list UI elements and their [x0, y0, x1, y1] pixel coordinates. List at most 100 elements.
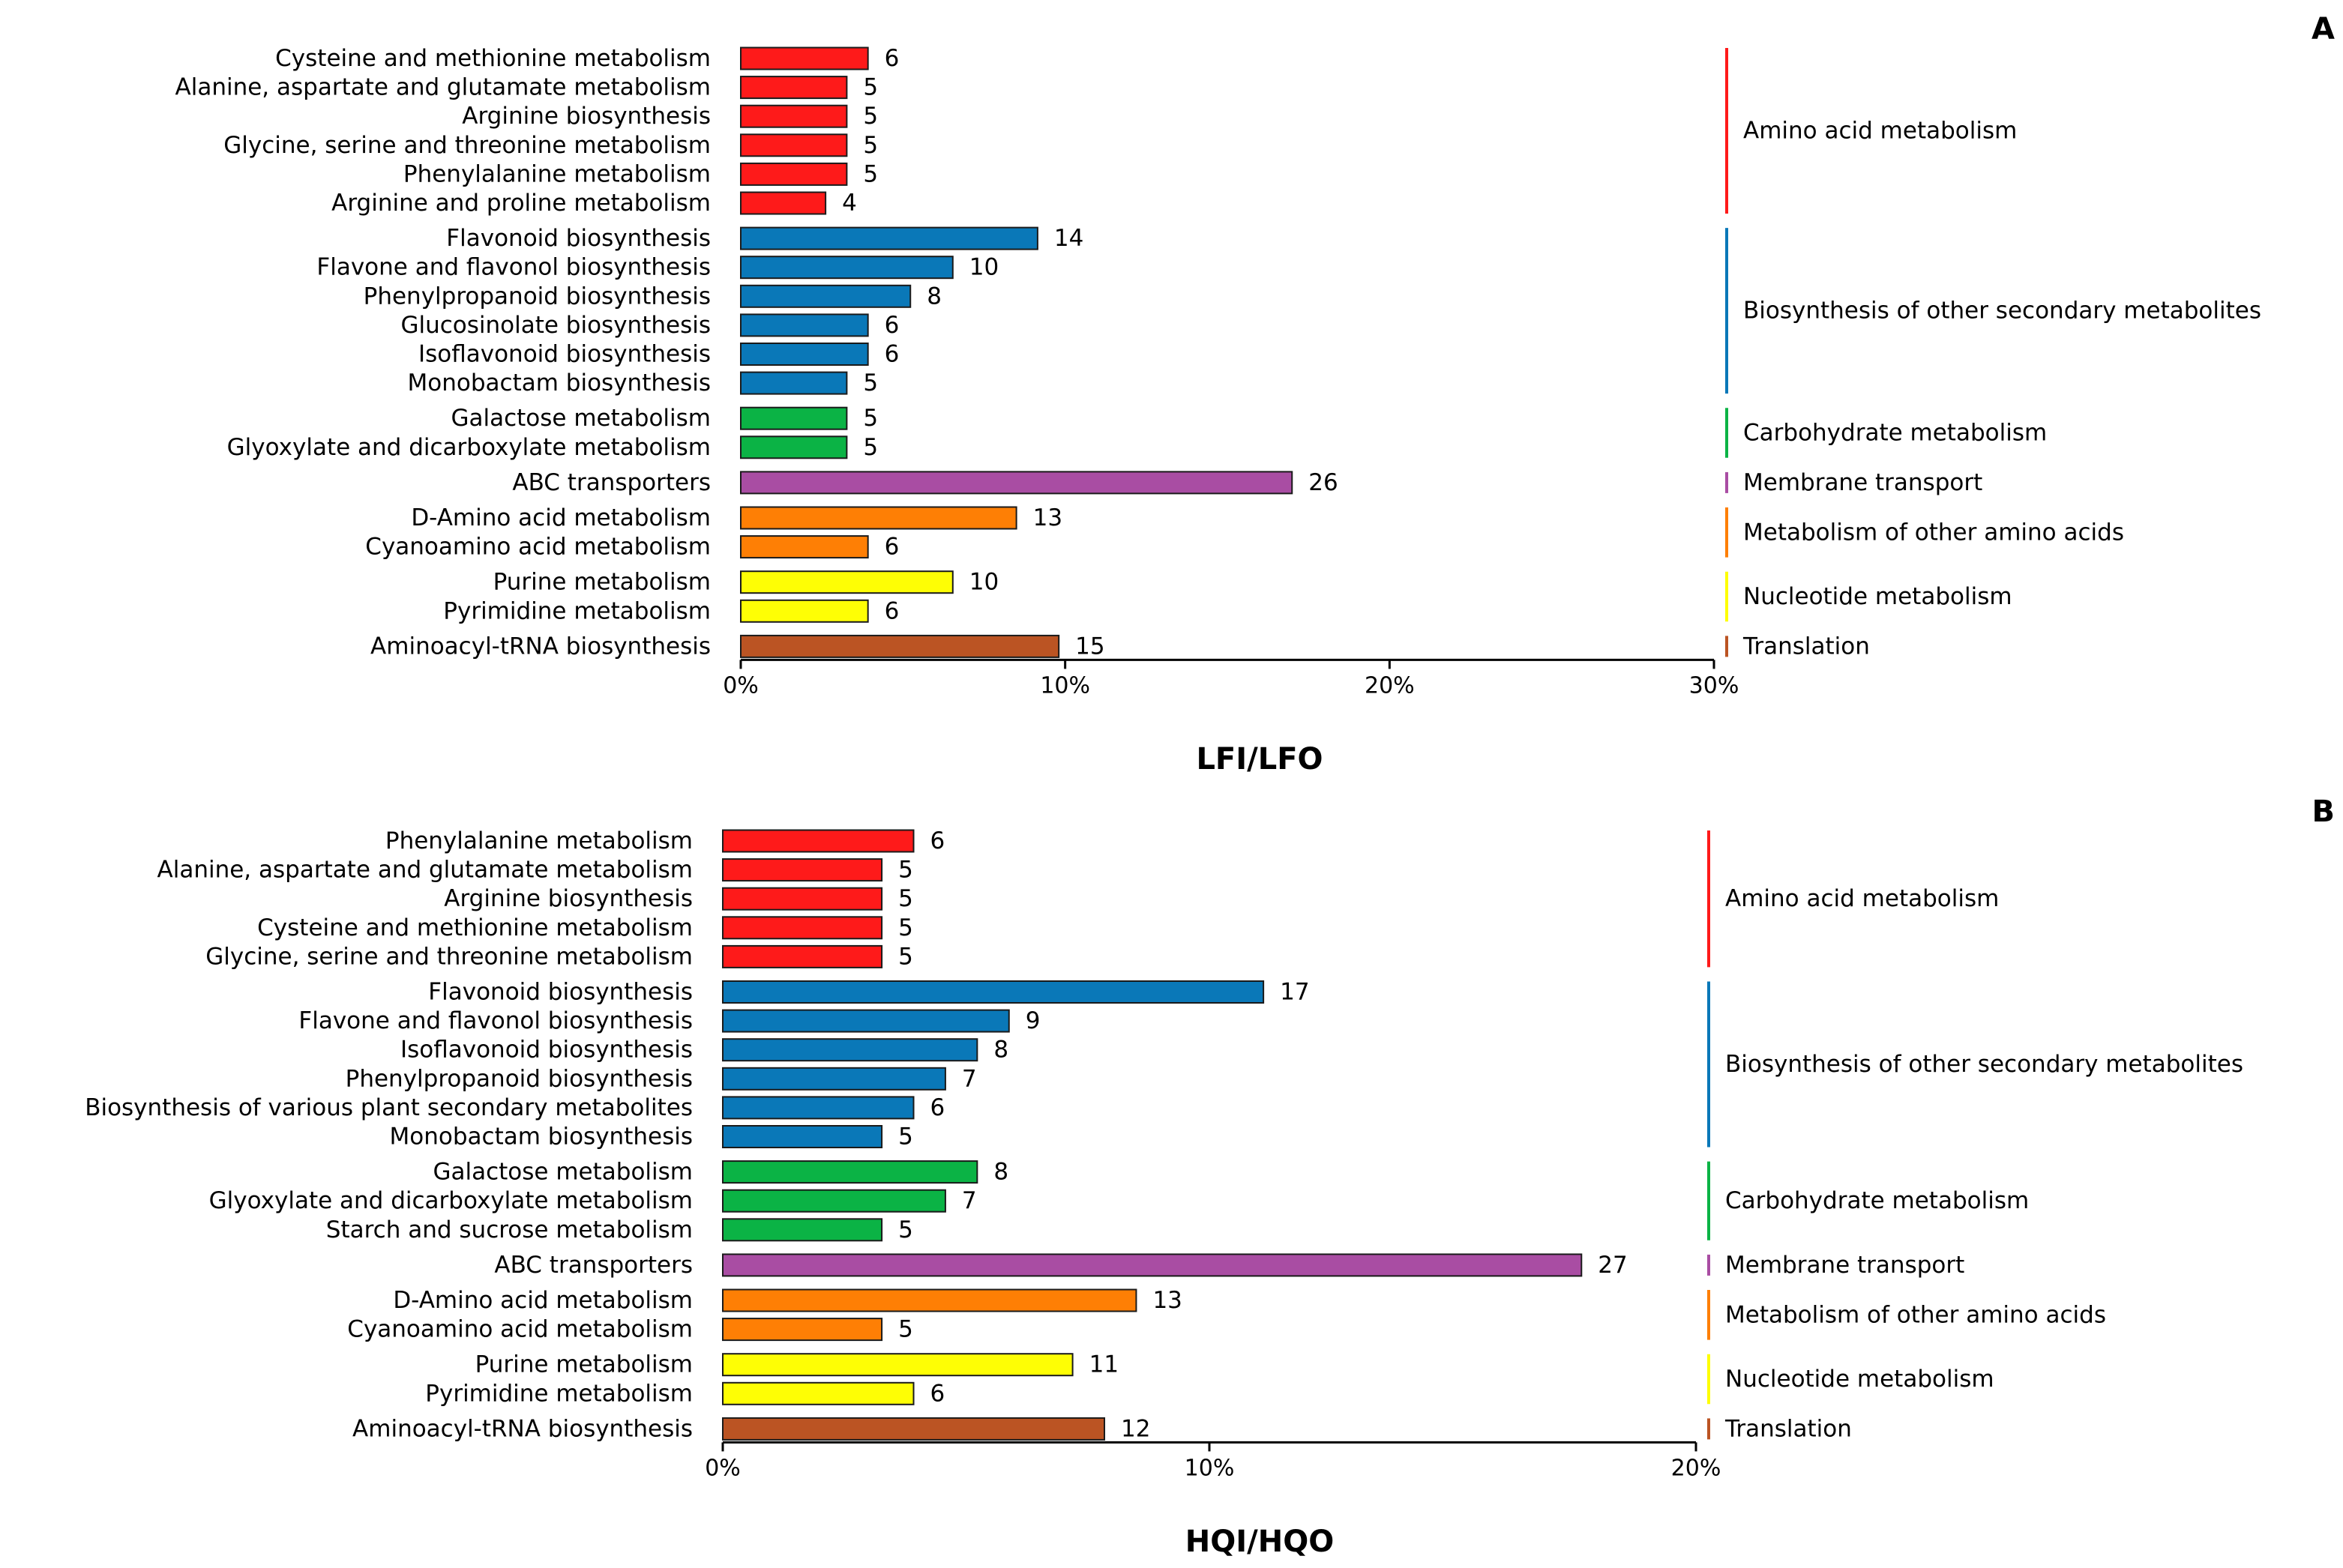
value-label: 11 [1089, 1351, 1119, 1378]
value-label: 5 [863, 434, 878, 461]
category-label: Phenylpropanoid biosynthesis [346, 1065, 693, 1092]
category-label: Isoflavonoid biosynthesis [418, 341, 711, 368]
group-label: Translation [1724, 1415, 1852, 1442]
value-label: 5 [863, 405, 878, 432]
category-label: Alanine, aspartate and glutamate metabol… [157, 857, 693, 884]
value-label: 4 [842, 190, 857, 217]
bar-starch-and-sucrose-metabolism [722, 1218, 883, 1242]
bar-glycine-serine-and-threonine-metabolism [722, 944, 883, 968]
value-label: 6 [930, 827, 945, 854]
bar-galactose-metabolism [722, 1160, 978, 1184]
category-label: Biosynthesis of various plant secondary … [85, 1094, 693, 1121]
x-tick-label: 10% [1185, 1455, 1235, 1481]
bar-flavone-and-flavonol-biosynthesis [722, 1009, 1010, 1033]
group-label: Translation [1742, 633, 1870, 660]
value-label: 5 [898, 885, 913, 912]
category-label: Pyrimidine metabolism [443, 597, 711, 624]
value-label: 13 [1152, 1287, 1182, 1314]
bar-d-amino-acid-metabolism [740, 506, 1017, 530]
group-label: Amino acid metabolism [1725, 885, 1999, 912]
group-label: Nucleotide metabolism [1725, 1366, 1994, 1393]
value-label: 5 [898, 1316, 913, 1343]
category-label: Flavonoid biosynthesis [446, 225, 711, 252]
bar-flavonoid-biosynthesis [722, 980, 1265, 1004]
category-label: Aminoacyl-tRNA biosynthesis [352, 1415, 693, 1442]
value-label: 5 [898, 914, 913, 941]
bar-abc-transporters [740, 471, 1293, 495]
category-label: Glyoxylate and dicarboxylate metabolism [209, 1187, 693, 1214]
category-label: ABC transporters [494, 1252, 693, 1279]
x-tick-label: 0% [705, 1455, 741, 1481]
group-label: Carbohydrate metabolism [1743, 420, 2047, 447]
category-label: Purine metabolism [475, 1351, 693, 1378]
panel-b: B HQI/HQO Phenylalanine metabolism 6 Alani… [85, 794, 2335, 1559]
bar-alanine-aspartate-and-glutamate-metabolism [740, 76, 848, 100]
value-label: 14 [1054, 225, 1083, 252]
category-label: Flavonoid biosynthesis [428, 979, 693, 1006]
bar-phenylalanine-metabolism [722, 829, 915, 853]
value-label: 13 [1033, 504, 1062, 531]
value-label: 6 [930, 1380, 945, 1407]
value-label: 5 [863, 132, 878, 159]
category-label: Glycine, serine and threonine metabolism [223, 132, 711, 159]
value-label: 17 [1280, 979, 1309, 1006]
bar-d-amino-acid-metabolism [722, 1288, 1137, 1312]
bar-biosynthesis-of-various-plant-secondary-metabolites [722, 1096, 915, 1120]
panel-title: LFI/LFO [1196, 742, 1323, 777]
category-label: Flavone and flavonol biosynthesis [316, 254, 711, 281]
category-label: Arginine biosynthesis [444, 885, 693, 912]
value-label: 9 [1026, 1007, 1041, 1034]
bar-alanine-aspartate-and-glutamate-metabolism [722, 858, 883, 882]
category-label: Arginine and proline metabolism [331, 190, 711, 217]
category-label: Galactose metabolism [433, 1159, 693, 1186]
group-label: Nucleotide metabolism [1743, 583, 2012, 610]
category-label: Cysteine and methionine metabolism [275, 45, 711, 72]
category-label: Purine metabolism [493, 569, 711, 596]
category-label: Glycine, serine and threonine metabolism [205, 943, 693, 970]
group-label: Biosynthesis of other secondary metaboli… [1743, 298, 2261, 325]
bar-glycine-serine-and-threonine-metabolism [740, 133, 848, 157]
category-label: Cyanoamino acid metabolism [365, 534, 711, 561]
value-label: 8 [993, 1159, 1008, 1186]
group-label: Carbohydrate metabolism [1725, 1187, 2029, 1214]
bar-isoflavonoid-biosynthesis [740, 343, 869, 366]
category-label: Arginine biosynthesis [462, 103, 711, 130]
group-label: Biosynthesis of other secondary metaboli… [1725, 1051, 2243, 1078]
category-label: Pyrimidine metabolism [425, 1380, 693, 1407]
bar-glucosinolate-biosynthesis [740, 313, 869, 337]
group-label: Membrane transport [1743, 469, 1982, 496]
category-label: Isoflavonoid biosynthesis [400, 1037, 693, 1064]
value-label: 5 [898, 943, 913, 970]
value-label: 6 [885, 312, 900, 339]
value-label: 5 [863, 103, 878, 130]
category-label: Starch and sucrose metabolism [326, 1216, 693, 1243]
bar-cysteine-and-methionine-metabolism [740, 46, 869, 70]
bar-isoflavonoid-biosynthesis [722, 1038, 978, 1062]
value-label: 27 [1598, 1252, 1627, 1279]
bar-abc-transporters [722, 1253, 1583, 1277]
group-label: Amino acid metabolism [1743, 118, 2017, 145]
bar-phenylalanine-metabolism [740, 162, 848, 186]
panel-letter: B [2312, 794, 2336, 829]
bar-phenylpropanoid-biosynthesis [740, 284, 912, 308]
value-label: 12 [1121, 1415, 1150, 1442]
bar-arginine-biosynthesis [740, 104, 848, 128]
value-label: 6 [885, 597, 900, 624]
group-label: Metabolism of other amino acids [1743, 519, 2124, 546]
panel-a: A LFI/LFO Cysteine and methionine metabo… [175, 12, 2336, 777]
value-label: 5 [898, 1216, 913, 1243]
value-label: 15 [1075, 633, 1104, 660]
category-label: Cysteine and methionine metabolism [257, 914, 693, 941]
panel-title: HQI/HQO [1185, 1525, 1334, 1559]
value-label: 5 [898, 857, 913, 884]
value-label: 6 [930, 1094, 945, 1121]
x-tick-label: 20% [1671, 1455, 1721, 1481]
bar-arginine-biosynthesis [722, 887, 883, 911]
value-label: 8 [927, 283, 942, 310]
bar-glyoxylate-and-dicarboxylate-metabolism [740, 435, 848, 459]
category-label: Phenylpropanoid biosynthesis [364, 283, 711, 310]
bar-flavonoid-biosynthesis [740, 226, 1038, 250]
bar-flavone-and-flavonol-biosynthesis [740, 256, 954, 280]
value-label: 26 [1308, 469, 1338, 496]
